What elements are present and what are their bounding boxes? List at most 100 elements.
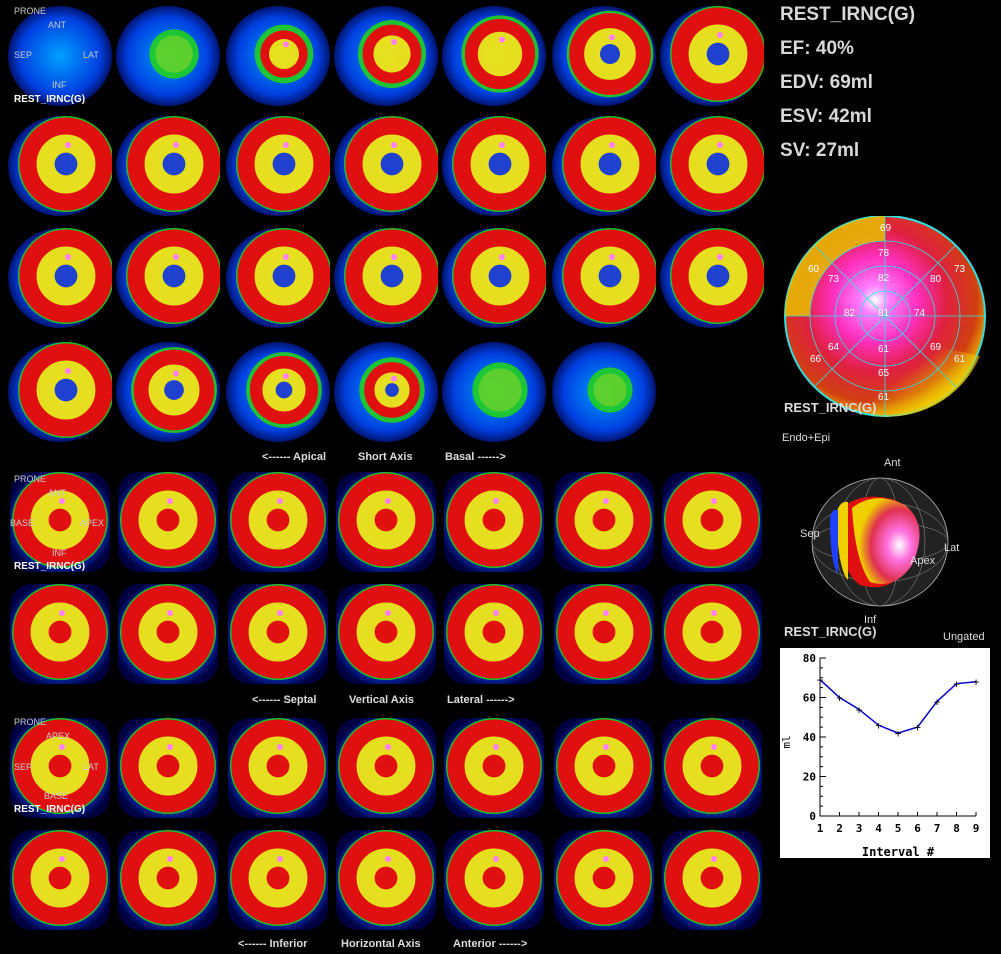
slice-image: [334, 470, 438, 574]
slice-image: [8, 828, 112, 932]
stat-edv: EDV: 69ml: [780, 72, 873, 93]
slice-image: [116, 114, 220, 218]
render-apex: Apex: [910, 555, 936, 567]
data-point: +: [895, 727, 902, 740]
slice-image: [552, 226, 656, 330]
va-orient-prone: PRONE: [14, 474, 47, 484]
data-point: +: [934, 695, 941, 708]
render-lat: Lat: [944, 542, 960, 554]
va-center-label: Vertical Axis: [349, 694, 415, 706]
polar-val-1: 69: [880, 223, 892, 234]
slice-image: [552, 470, 656, 574]
slice-image: [660, 4, 764, 108]
polar-val-17: 61: [878, 392, 890, 403]
va-right-label: Lateral ------>: [447, 694, 515, 706]
slice-image: [334, 4, 438, 108]
va-orient-bottom: INF: [52, 548, 67, 558]
stat-ef: EF: 40%: [780, 38, 854, 59]
slice-image: [116, 226, 220, 330]
slice-image: [334, 716, 438, 820]
slice-image: [8, 582, 112, 686]
slice-image: [116, 470, 220, 574]
ha-center-label: Horizontal Axis: [341, 938, 421, 950]
x-tick-label: 5: [895, 822, 902, 835]
3d-heart-render: [800, 470, 990, 620]
data-point: +: [817, 674, 824, 687]
va-orient-right: APEX: [80, 518, 105, 528]
polar-val-12: 61: [878, 344, 890, 355]
slice-image: [660, 828, 764, 932]
render-inf: Inf: [864, 614, 877, 626]
slice-row: [8, 226, 768, 330]
polar-val-5: 82: [878, 273, 890, 284]
y-tick-label: 40: [803, 731, 816, 744]
slice-image: [8, 470, 112, 574]
x-tick-label: 1: [817, 822, 824, 835]
slice-image: [334, 582, 438, 686]
slice-image: [442, 114, 546, 218]
slice-row: [8, 114, 768, 218]
y-tick-label: 80: [803, 652, 816, 665]
slice-image: [334, 340, 438, 444]
slice-image: [552, 716, 656, 820]
slice-row: [8, 4, 768, 108]
slice-image: [442, 226, 546, 330]
slice-image: [442, 4, 546, 108]
ha-orient-left: SEP: [14, 762, 33, 772]
slice-image: [226, 828, 330, 932]
y-tick-label: 60: [803, 692, 816, 705]
polar-val-14: 61: [954, 354, 966, 365]
x-tick-label: 3: [856, 822, 863, 835]
sa-center-label: Short Axis: [358, 451, 413, 463]
slice-image: [442, 582, 546, 686]
slice-image: [334, 226, 438, 330]
slice-image: [8, 114, 112, 218]
va-orient-left: BASE: [10, 518, 35, 528]
orient-top: ANT: [48, 20, 66, 30]
data-point: +: [856, 703, 863, 716]
polar-val-7: 73: [828, 274, 840, 285]
3d-heart-graphic: [811, 477, 949, 607]
slice-image: [116, 340, 220, 444]
slice-image: [442, 828, 546, 932]
y-tick-label: 0: [809, 810, 816, 823]
va-left-label: <------ Septal: [252, 694, 317, 706]
ha-orient-top: APEX: [46, 731, 71, 741]
polar-val-6: 80: [930, 274, 942, 285]
slice-image: [660, 582, 764, 686]
data-point: +: [914, 721, 921, 734]
polar-val-11: 64: [828, 342, 840, 353]
ha-series-tag: REST_IRNC(G): [14, 804, 86, 815]
polar-val-2: 78: [878, 248, 890, 259]
polar-val-16: 66: [810, 354, 822, 365]
slice-image: [116, 828, 220, 932]
x-tick-label: 4: [875, 822, 882, 835]
render-sep: Sep: [800, 528, 820, 540]
render-tag: REST_IRNC(G): [784, 624, 877, 639]
slice-image: [660, 470, 764, 574]
slice-image: [8, 4, 112, 108]
slice-grid: [8, 4, 768, 932]
polar-val-9: 81: [878, 308, 890, 319]
slice-image: [552, 828, 656, 932]
slice-image: [226, 582, 330, 686]
render-ant: Ant: [884, 457, 901, 469]
ha-orient-right: LAT: [83, 762, 99, 772]
sa-left-label: <------ Apical: [262, 451, 327, 463]
x-tick-label: 8: [953, 822, 960, 835]
va-orient-top: ANT: [48, 488, 66, 498]
slice-image: [116, 582, 220, 686]
slice-image: [442, 340, 546, 444]
x-axis-label: Interval #: [862, 845, 935, 858]
slice-image: [226, 470, 330, 574]
slice-image: [116, 4, 220, 108]
ha-right-label: Anterior ------>: [453, 938, 528, 950]
slice-image: [552, 582, 656, 686]
stats-panel: REST_IRNC(G) EF: 40% EDV: 69ml ESV: 42ml…: [780, 4, 915, 174]
slice-row: [8, 716, 768, 820]
x-tick-label: 6: [914, 822, 921, 835]
polar-val-15: 65: [878, 368, 890, 379]
polar-map-graphic: [784, 215, 986, 417]
